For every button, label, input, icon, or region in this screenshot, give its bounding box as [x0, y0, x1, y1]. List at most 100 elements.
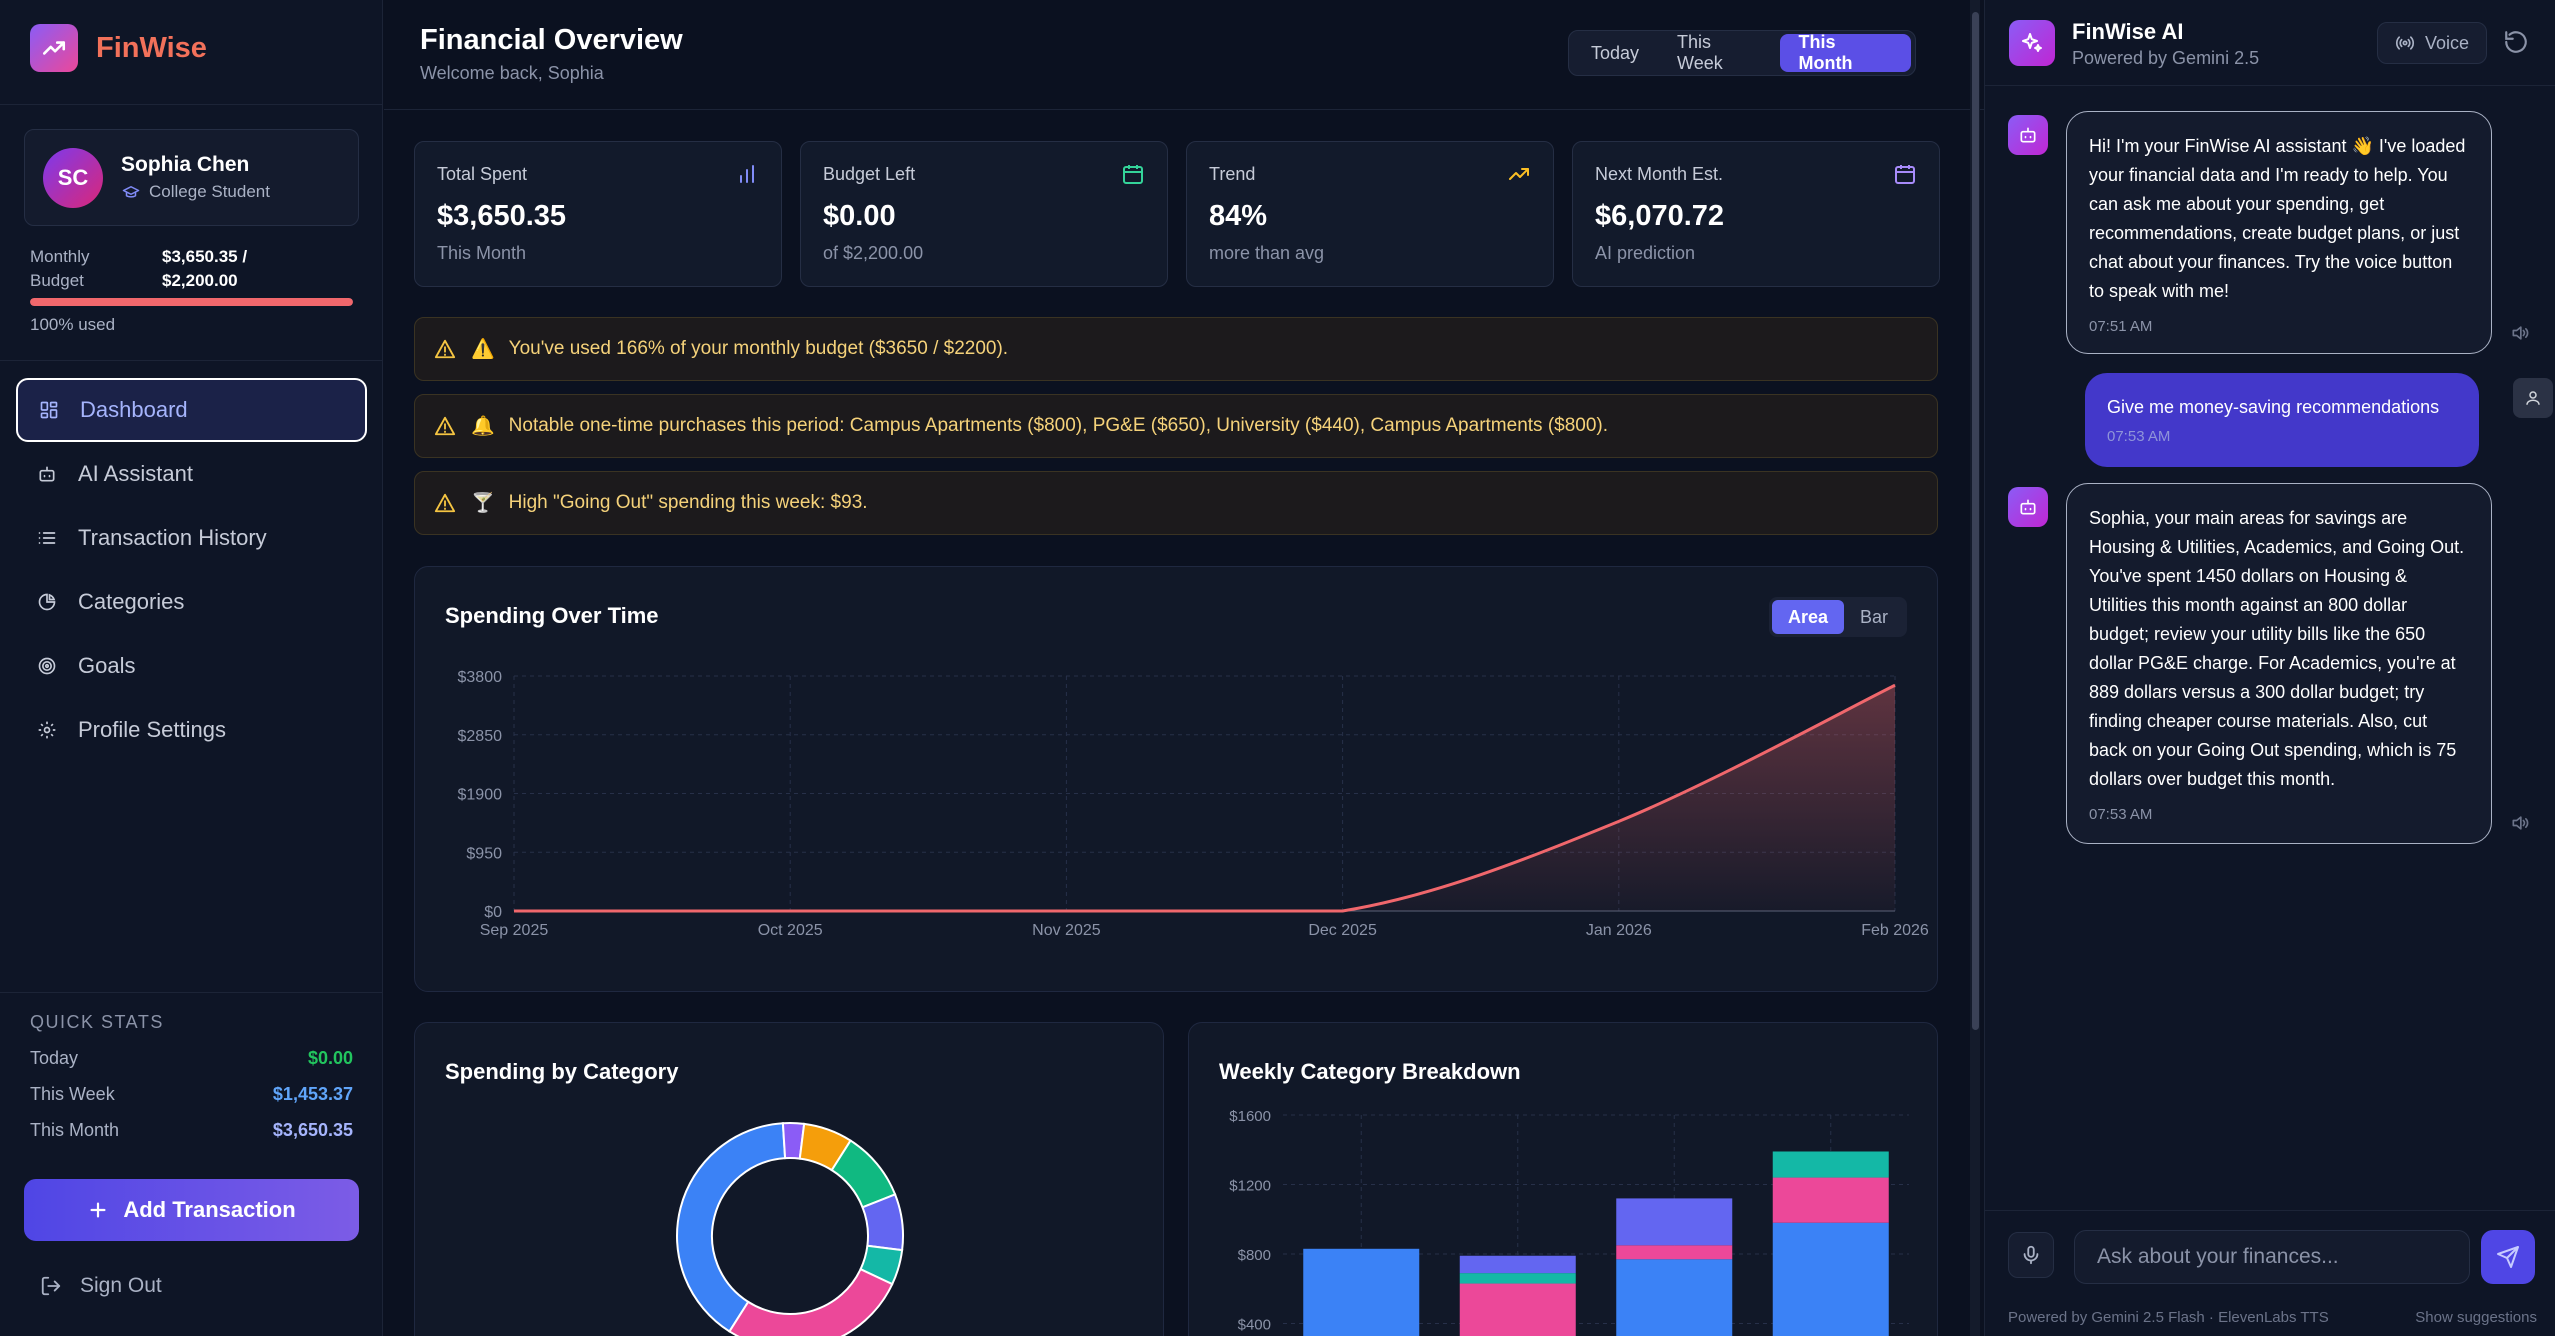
weekly-stacked-bar-chart: $400 $800 $1200 $1600 — [1229, 1108, 1909, 1336]
dashboard-icon — [38, 399, 60, 421]
warning-icon — [434, 339, 456, 359]
sidebar-item-label: Categories — [78, 589, 185, 614]
microphone-icon — [2023, 1245, 2039, 1265]
bot-icon — [2020, 127, 2036, 143]
y-tick-label: $1900 — [458, 787, 503, 804]
period-month-button[interactable]: This Month — [1780, 32, 1911, 73]
calendar-icon — [1895, 165, 1915, 184]
y-tick-label: $1600 — [1229, 1108, 1271, 1125]
x-tick-label: Sep 2025 — [480, 922, 549, 939]
y-tick-label: $800 — [1238, 1247, 1271, 1264]
avatar: SC — [43, 147, 103, 208]
x-tick-label: Dec 2025 — [1308, 922, 1377, 939]
main-content: Financial Overview Welcome back, Sophia … — [384, 0, 1984, 1336]
speaker-icon[interactable] — [2510, 813, 2530, 833]
sidebar-item-goals[interactable]: Goals — [16, 634, 367, 698]
x-tick-label: Jan 2026 — [1586, 922, 1652, 939]
main-scrollbar-thumb[interactable] — [1972, 12, 1979, 1030]
alert-text: Notable one-time purchases this period: … — [508, 415, 1609, 436]
bar-segment — [1772, 1177, 1889, 1223]
bar-segment — [1772, 1151, 1889, 1178]
logout-icon — [41, 1276, 61, 1296]
sidebar-item-transaction-history[interactable]: Transaction History — [16, 506, 367, 570]
sidebar-item-dashboard[interactable]: Dashboard — [16, 378, 367, 442]
sidebar-item-label: Goals — [78, 653, 136, 678]
category-donut-chart — [676, 1122, 904, 1336]
chat-message-user: Give me money-saving recommendations 07:… — [2085, 373, 2479, 467]
y-tick-label: $950 — [466, 845, 502, 862]
budget-label: Monthly Budget — [30, 247, 90, 290]
stat-card-trend: Trend 84% more than avg — [1186, 141, 1554, 287]
voice-button[interactable]: Voice — [2377, 22, 2487, 64]
add-transaction-button[interactable]: Add Transaction — [24, 1179, 359, 1241]
chat-message-bot: Sophia, your main areas for savings are … — [2066, 483, 2492, 844]
graduation-cap-icon — [122, 186, 140, 198]
chat-header: FinWise AI Powered by Gemini 2.5 Voice — [1985, 0, 2555, 86]
divider — [0, 104, 383, 105]
bot-icon — [2020, 499, 2036, 515]
alert-text: High "Going Out" spending this week: $93… — [508, 492, 868, 513]
x-tick-label: Oct 2025 — [758, 922, 823, 939]
bar-segment — [1459, 1283, 1576, 1336]
chat-title: FinWise AI — [2072, 19, 2184, 44]
message-time: 07:53 AM — [2089, 806, 2153, 823]
chart-title: Spending Over Time — [445, 603, 659, 628]
page-subtitle: Welcome back, Sophia — [420, 63, 604, 83]
show-suggestions-link[interactable]: Show suggestions — [2415, 1309, 2537, 1326]
speaker-icon[interactable] — [2510, 323, 2530, 343]
y-tick-label: $3800 — [458, 669, 503, 686]
y-tick-label: $2850 — [458, 728, 503, 745]
profile-role: College Student — [121, 182, 270, 202]
period-week-button[interactable]: This Week — [1677, 32, 1723, 73]
user-icon — [2526, 391, 2540, 405]
area-fill — [514, 685, 1895, 911]
alert-budget-exceeded: ⚠️ You've used 166% of your monthly budg… — [414, 317, 1938, 381]
profile-name: Sophia Chen — [121, 153, 250, 176]
mic-button[interactable] — [2008, 1232, 2054, 1278]
budget-value: $3,650.35 /$2,200.00 — [162, 247, 248, 290]
trending-up-icon — [1509, 168, 1529, 180]
app-name: FinWise — [96, 31, 207, 64]
logo[interactable]: FinWise — [30, 24, 207, 72]
spending-by-category-panel: Spending by Category — [414, 1022, 1164, 1336]
series-line — [513, 683, 1896, 913]
chat-input-area: Powered by Gemini 2.5 Flash · ElevenLabs… — [1984, 1210, 2555, 1336]
gear-icon — [36, 719, 58, 741]
quick-stat-today: Today $0.00 — [30, 1048, 353, 1068]
x-tick-label: Feb 2026 — [1861, 922, 1929, 939]
chat-input[interactable] — [2074, 1230, 2470, 1284]
bar-toggle-button[interactable]: Bar — [1859, 606, 1888, 627]
pie-slice — [728, 1267, 894, 1336]
sign-out-button[interactable]: Sign Out — [40, 1274, 162, 1298]
bot-avatar — [2008, 487, 2048, 527]
page-title: Financial Overview — [420, 24, 683, 56]
budget-progress-fill — [30, 298, 353, 306]
calendar-icon — [1123, 165, 1143, 184]
refresh-icon[interactable] — [2503, 29, 2529, 55]
period-today-button[interactable]: Today — [1591, 42, 1640, 63]
plus-icon — [90, 1202, 106, 1218]
divider — [0, 360, 383, 361]
area-toggle-button[interactable]: Area — [1771, 600, 1844, 634]
chart-title: Spending by Category — [445, 1059, 679, 1084]
spending-over-time-panel: Spending Over Time Area Bar $0 $950 $1900 $… — [414, 566, 1938, 992]
header: Financial Overview Welcome back, Sophia … — [384, 0, 1984, 110]
sidebar: FinWise SC Sophia Chen College Student M… — [0, 0, 383, 1336]
budget-progress-bar — [30, 298, 353, 306]
sidebar-item-ai-assistant[interactable]: AI Assistant — [16, 442, 367, 506]
sidebar-item-label: Dashboard — [80, 397, 188, 422]
chat-subtitle: Powered by Gemini 2.5 — [2072, 48, 2260, 68]
send-button[interactable] — [2481, 1230, 2535, 1284]
sidebar-item-categories[interactable]: Categories — [16, 570, 367, 634]
chart-title: Weekly Category Breakdown — [1219, 1059, 1521, 1084]
profile-card[interactable]: SC Sophia Chen College Student — [24, 129, 359, 226]
chat-message-bot: Hi! I'm your FinWise AI assistant 👋 I've… — [2066, 111, 2492, 354]
message-time: 07:51 AM — [2089, 318, 2153, 335]
sidebar-item-profile-settings[interactable]: Profile Settings — [16, 698, 367, 762]
user-avatar — [2513, 378, 2553, 418]
send-icon — [2497, 1246, 2519, 1268]
bar-segment — [1303, 1248, 1420, 1336]
sparkles-icon — [2009, 20, 2055, 66]
pie-slice — [676, 1122, 787, 1333]
sidebar-item-label: Transaction History — [78, 525, 267, 550]
